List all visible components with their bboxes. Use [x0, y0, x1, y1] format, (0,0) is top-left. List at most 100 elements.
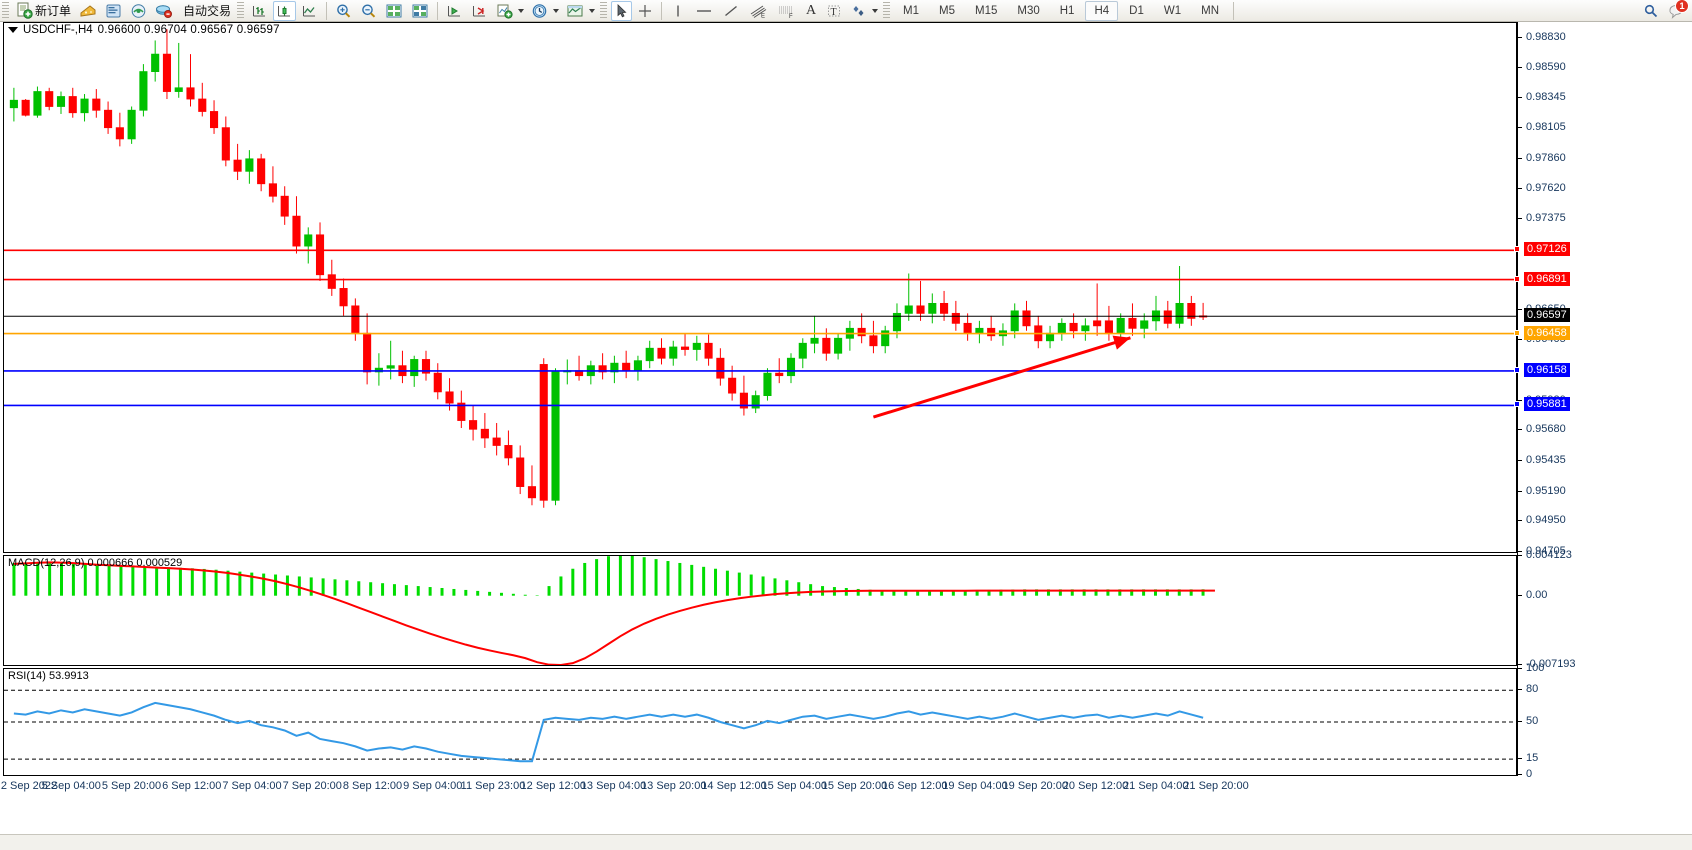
price-level-handle[interactable] — [1514, 329, 1520, 336]
price-level-handle[interactable] — [1514, 401, 1520, 408]
rsi-pane[interactable]: RSI(14) 53.9913 — [3, 668, 1517, 776]
autotrading-label: 自动交易 — [183, 4, 232, 18]
price-axis-label: 0.97620 — [1526, 181, 1566, 194]
price-level-handle[interactable] — [1514, 275, 1520, 282]
toolbar-grip[interactable] — [2, 1, 9, 20]
zoom-in-icon[interactable] — [332, 1, 355, 21]
new-order-button[interactable]: 新订单 — [13, 1, 74, 21]
price-level-badge-resistance-2[interactable]: 0.97126 — [1524, 242, 1570, 257]
toolbar-grip-4[interactable] — [883, 1, 891, 20]
price-axis-label: 0.97860 — [1526, 151, 1566, 164]
time-axis-label: 5 Sep 04:00 — [41, 780, 101, 792]
templates-dropdown-caret[interactable] — [589, 8, 596, 13]
timeframe-mn[interactable]: MN — [1201, 4, 1219, 17]
rsi-axis-label: 15 — [1526, 752, 1539, 765]
chart-shift-icon[interactable] — [408, 1, 432, 21]
price-axis[interactable]: 0.98830 0.98590 0.98345 0.98105 0.97860 0.976… — [1514, 22, 1692, 780]
time-axis[interactable]: 2 Sep 2022 5 Sep 04:00 5 Sep 20:00 6 Sep 12… — [1, 776, 1517, 798]
price-axis-tick — [1517, 187, 1522, 189]
price-axis-label: 0.98590 — [1526, 60, 1566, 73]
timeframe-m1[interactable]: M1 — [903, 4, 920, 17]
timeframe-h4[interactable]: H4 — [1085, 0, 1119, 21]
price-level-badge-pivot[interactable]: 0.96458 — [1524, 325, 1570, 340]
bar-chart-icon[interactable] — [248, 1, 271, 21]
chart-grid-icon[interactable] — [382, 1, 406, 21]
candlestick-chart-icon[interactable] — [273, 0, 297, 21]
periods-icon[interactable] — [528, 1, 551, 21]
zoom-out-icon[interactable] — [357, 1, 380, 21]
price-axis-tick — [1517, 308, 1522, 310]
fibonacci-icon[interactable]: F — [773, 1, 799, 21]
price-chart-canvas[interactable] — [4, 23, 1516, 552]
toolbar-grip-2[interactable] — [237, 1, 245, 20]
rsi-axis-label: 100 — [1526, 662, 1545, 674]
chart-area[interactable]: USDCHF-,H4 0.96600 0.96704 0.96567 0.965… — [0, 22, 1692, 850]
chat-badge-count: 1 — [1675, 0, 1689, 13]
new-order-label: 新订单 — [35, 4, 72, 18]
price-axis-tick — [1517, 97, 1522, 99]
equidistant-channel-icon[interactable]: E — [745, 1, 771, 21]
toolbar-separator-1 — [326, 1, 328, 20]
data-window-icon[interactable] — [127, 1, 150, 21]
time-axis-label: 12 Sep 12:00 — [520, 780, 586, 792]
price-level-badge-current-price[interactable]: 0.96597 — [1524, 308, 1570, 323]
time-axis-label: 13 Sep 20:00 — [641, 780, 707, 792]
trendline-icon[interactable] — [719, 1, 743, 21]
price-axis-label: 0.97375 — [1526, 212, 1566, 225]
indicators-dropdown-caret[interactable] — [518, 8, 525, 13]
price-level-handle[interactable] — [1514, 366, 1520, 373]
rsi-indicator-label: RSI(14) 53.9913 — [8, 670, 89, 682]
timeframe-h1[interactable]: H1 — [1059, 4, 1075, 17]
price-axis-tick — [1517, 66, 1522, 68]
text-label-icon[interactable]: T — [823, 1, 845, 21]
price-axis-tick — [1517, 399, 1522, 401]
time-axis-label: 16 Sep 12:00 — [882, 780, 948, 792]
price-pane[interactable]: USDCHF-,H4 0.96600 0.96704 0.96567 0.965… — [3, 22, 1517, 553]
autotrading-button[interactable]: 自动交易 — [178, 1, 234, 21]
price-level-badge-support-2[interactable]: 0.95881 — [1524, 397, 1570, 412]
text-icon[interactable]: A — [805, 2, 817, 18]
symbol-collapse-icon[interactable] — [8, 27, 18, 33]
price-axis-tick — [1517, 520, 1522, 522]
time-axis-label: 6 Sep 12:00 — [162, 780, 222, 792]
macd-axis-label: -0.007193 — [1526, 658, 1576, 670]
timeframe-m30[interactable]: M30 — [1017, 4, 1040, 17]
price-level-handle[interactable] — [1514, 246, 1520, 253]
timeframe-w1[interactable]: W1 — [1163, 4, 1182, 17]
cursor-icon[interactable] — [611, 0, 633, 21]
cheese-icon[interactable] — [76, 1, 100, 21]
chat-icon[interactable]: 1 — [1665, 0, 1691, 21]
search-icon[interactable] — [1639, 1, 1663, 21]
toolbar-separator-4 — [1233, 1, 1234, 20]
timeframe-m15[interactable]: M15 — [975, 4, 998, 17]
price-axis-tick — [1517, 218, 1522, 220]
templates-icon[interactable] — [563, 1, 587, 21]
price-level-badge-resistance-1[interactable]: 0.96891 — [1524, 271, 1570, 286]
timeframe-m5[interactable]: M5 — [939, 4, 955, 17]
objects-dropdown-caret[interactable] — [872, 8, 879, 13]
time-axis-label: 14 Sep 12:00 — [701, 780, 767, 792]
timeframe-d1[interactable]: D1 — [1129, 4, 1144, 17]
objects-icon[interactable] — [847, 1, 870, 21]
auto-scroll-icon[interactable] — [443, 1, 466, 21]
horizontal-line-icon[interactable] — [691, 1, 717, 21]
price-axis-tick — [1517, 490, 1522, 492]
toolbar-grip-3[interactable] — [600, 1, 608, 20]
rsi-axis-tick — [1517, 774, 1522, 775]
vertical-line-icon[interactable] — [667, 1, 689, 21]
price-axis-tick — [1517, 36, 1522, 38]
periods-dropdown-caret[interactable] — [553, 8, 560, 13]
crosshair-icon[interactable] — [634, 1, 656, 21]
price-level-badge-support-1[interactable]: 0.96158 — [1524, 362, 1570, 377]
navigator-icon[interactable] — [102, 1, 125, 21]
macd-pane[interactable]: MACD(12,26,9) 0.000666 0.000529 — [3, 555, 1517, 666]
rsi-chart-canvas[interactable] — [4, 669, 1516, 775]
line-chart-icon[interactable] — [298, 1, 321, 21]
price-axis-tick — [1517, 429, 1522, 431]
time-axis-label: 20 Sep 12:00 — [1062, 780, 1129, 792]
strategy-tester-icon[interactable] — [152, 1, 176, 21]
indicators-icon[interactable] — [493, 1, 516, 21]
chart-shift-end-icon[interactable] — [468, 1, 491, 21]
macd-chart-canvas[interactable] — [4, 556, 1516, 665]
